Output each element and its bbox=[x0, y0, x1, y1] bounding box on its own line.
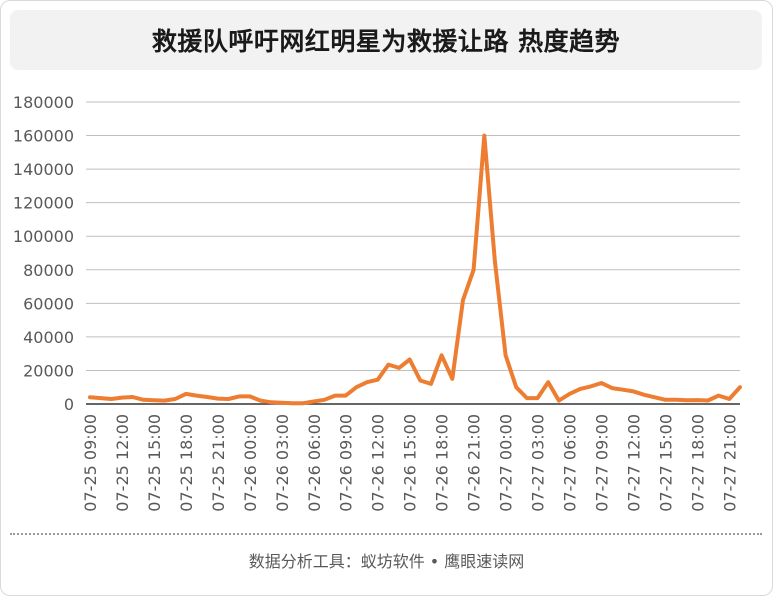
chart-title: 救援队呼吁网红明星为救援让路 热度趋势 bbox=[151, 27, 621, 56]
x-tick-label: 07-25 12:00 bbox=[113, 414, 132, 512]
y-tick-label: 160000 bbox=[13, 127, 74, 146]
x-tick-label: 07-27 18:00 bbox=[688, 414, 707, 512]
x-tick-label: 07-27 06:00 bbox=[561, 414, 580, 512]
y-tick-label: 20000 bbox=[23, 361, 74, 380]
y-tick-label: 60000 bbox=[23, 294, 74, 313]
x-tick-label: 07-26 18:00 bbox=[433, 414, 452, 512]
x-tick-label: 07-25 15:00 bbox=[145, 414, 164, 512]
x-tick-label: 07-27 03:00 bbox=[529, 414, 548, 512]
x-tick-label: 07-27 21:00 bbox=[720, 414, 739, 512]
y-tick-label: 80000 bbox=[23, 261, 74, 280]
y-tick-label: 140000 bbox=[13, 160, 74, 179]
footer-credit: 数据分析工具：蚁坊软件 • 鹰眼速读网 bbox=[248, 552, 525, 571]
series-line bbox=[88, 133, 742, 406]
x-tick-label: 07-26 03:00 bbox=[273, 414, 292, 512]
x-tick-label: 07-26 12:00 bbox=[369, 414, 388, 512]
y-tick-label: 40000 bbox=[23, 328, 74, 347]
x-tick-label: 07-26 00:00 bbox=[241, 414, 260, 512]
title-banner: 救援队呼吁网红明星为救援让路 热度趋势 bbox=[10, 10, 762, 70]
y-tick-label: 0 bbox=[64, 395, 74, 414]
footer-divider bbox=[10, 533, 762, 535]
y-tick-label: 120000 bbox=[13, 194, 74, 213]
x-tick-label: 07-27 12:00 bbox=[624, 414, 643, 512]
x-tick-label: 07-26 09:00 bbox=[337, 414, 356, 512]
x-tick-label: 07-26 06:00 bbox=[305, 414, 324, 512]
x-tick-label: 07-25 09:00 bbox=[81, 414, 100, 512]
x-tick-label: 07-27 09:00 bbox=[592, 414, 611, 512]
x-tick-label: 07-26 21:00 bbox=[465, 414, 484, 512]
x-tick-label: 07-26 15:00 bbox=[401, 414, 420, 512]
x-tick-label: 07-25 21:00 bbox=[209, 414, 228, 512]
x-tick-label: 07-27 00:00 bbox=[497, 414, 516, 512]
x-tick-label: 07-27 15:00 bbox=[656, 414, 675, 512]
y-tick-label: 180000 bbox=[13, 93, 74, 112]
x-tick-label: 07-25 18:00 bbox=[177, 414, 196, 512]
y-tick-label: 100000 bbox=[13, 227, 74, 246]
